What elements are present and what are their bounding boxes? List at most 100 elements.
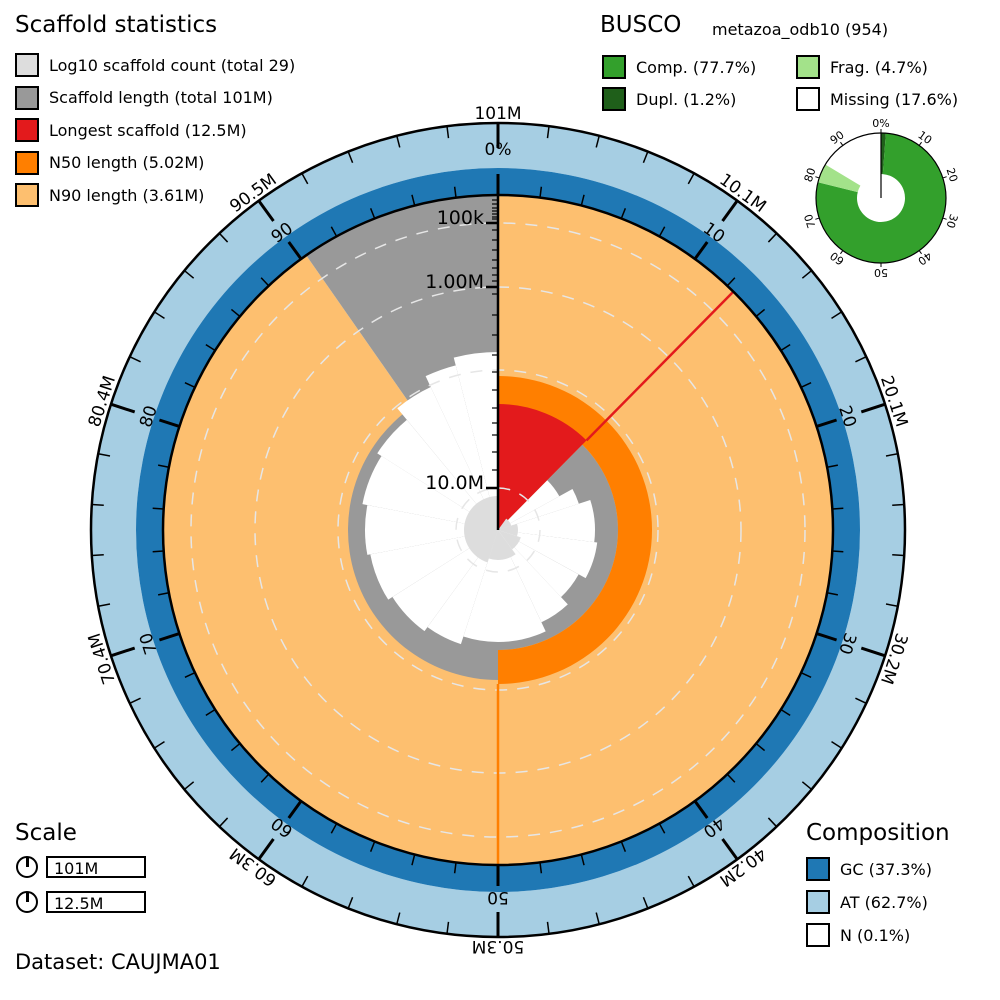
- scaffold-length-step: [397, 387, 498, 530]
- legend-label: Comp. (77.7%): [636, 57, 757, 77]
- composition-legend-item: GC (37.3%): [806, 857, 932, 881]
- scale-value: 101M: [46, 856, 146, 878]
- scale-item-total: 101M: [16, 856, 146, 878]
- length-tick: [153, 311, 165, 319]
- busco-tick-label: 70: [802, 212, 819, 229]
- busco-title: BUSCO: [600, 12, 682, 38]
- percent-tick: [152, 550, 164, 553]
- length-tick: [860, 646, 886, 658]
- scaffold-length-step: [370, 530, 498, 600]
- percent-tick: [287, 800, 303, 819]
- scaffold-stats-legend-item: N50 length (5.02M): [15, 150, 205, 175]
- scaffold-length-step: [498, 530, 546, 642]
- length-tick: [347, 151, 354, 164]
- percent-tick: [800, 382, 812, 389]
- legend-swatch: [15, 53, 39, 77]
- percent-tick: [260, 277, 270, 287]
- percent-tick: [205, 708, 216, 717]
- percent-tick: [780, 708, 791, 717]
- length-tick: [642, 896, 649, 909]
- busco-tick: [942, 176, 947, 179]
- length-tick: [396, 135, 401, 148]
- busco-complete-segment: [816, 133, 946, 263]
- longest-scaffold-line: [585, 290, 735, 442]
- length-tick-label: 50.3M: [472, 936, 525, 956]
- length-tick: [446, 126, 450, 139]
- legend-swatch: [15, 150, 39, 175]
- percent-tick-label: 50: [487, 887, 509, 907]
- scaffold-stats-legend-item: Longest scaffold (12.5M): [15, 118, 247, 142]
- composition-legend-item: AT (62.7%): [806, 890, 928, 914]
- percent-tick: [157, 592, 170, 596]
- legend-label: N50 length (5.02M): [49, 153, 205, 172]
- length-tick: [546, 126, 550, 139]
- percent-tick: [152, 507, 164, 510]
- length-tick: [257, 838, 275, 861]
- composition-title: Composition: [806, 820, 950, 846]
- busco-legend-item: Dupl. (1.2%): [602, 87, 736, 111]
- n50-sector: [498, 376, 652, 684]
- length-tick: [721, 838, 739, 861]
- percent-tick: [539, 862, 543, 874]
- busco-tick-label: 50: [874, 266, 888, 279]
- legend-swatch: [15, 118, 39, 142]
- radial-gridline: [455, 487, 541, 573]
- length-tick: [855, 697, 867, 704]
- legend-label: Missing (17.6%): [830, 89, 959, 109]
- percent-tick: [658, 823, 666, 834]
- busco-tick: [815, 176, 820, 179]
- legend-label: N90 length (3.61M): [49, 185, 205, 205]
- percent-tick: [826, 592, 839, 596]
- percent-tick: [816, 632, 838, 642]
- scale-title: Scale: [15, 820, 77, 846]
- length-tick: [855, 356, 867, 363]
- busco-tick-label: 80: [802, 166, 819, 183]
- percent-tick: [620, 841, 627, 852]
- percent-tick: [816, 418, 838, 428]
- percent-tick: [453, 186, 457, 198]
- scaffold-length-step: [498, 500, 595, 543]
- percent-tick: [658, 226, 666, 237]
- percent-tick: [369, 208, 376, 219]
- percent-tick: [453, 862, 457, 874]
- percent-tick: [184, 671, 196, 678]
- radial-axis-label: 10.0M: [425, 472, 484, 494]
- length-tick: [110, 402, 136, 414]
- busco-lineage: metazoa_odb10 (954): [712, 20, 889, 39]
- percent-tick: [287, 241, 303, 260]
- length-tick: [129, 697, 141, 704]
- scaffold-length-step: [365, 505, 498, 555]
- legend-label: Log10 scaffold count (total 29): [49, 55, 296, 75]
- length-tick: [546, 921, 550, 934]
- scaffold-length-step: [498, 480, 560, 530]
- busco-tick-label: 0%: [872, 117, 889, 130]
- percent-tick: [230, 308, 241, 318]
- percent-tick: [330, 226, 338, 237]
- length-tick: [110, 646, 136, 658]
- percent-tick: [260, 773, 270, 783]
- length-tick: [885, 452, 898, 457]
- percent-tick: [832, 507, 844, 510]
- scaffold-stats-legend-item: Log10 scaffold count (total 29): [15, 53, 295, 77]
- length-tick: [595, 135, 600, 148]
- length-tick: [721, 199, 739, 222]
- percent-tick: [539, 186, 543, 198]
- length-tick: [801, 781, 813, 791]
- busco-tick-label: 30: [944, 212, 961, 229]
- scaffold-count-step: [498, 523, 518, 537]
- scaffold-length-step: [498, 530, 598, 579]
- scaffold-length-step: [377, 419, 498, 530]
- busco-tick: [942, 217, 947, 220]
- at-ring: [91, 123, 498, 937]
- legend-swatch: [602, 55, 626, 79]
- percent-tick: [726, 773, 736, 783]
- length-tick: [153, 741, 165, 749]
- legend-swatch: [15, 183, 39, 207]
- dataset-label: Dataset: CAUJMA01: [15, 950, 221, 974]
- length-tick: [892, 503, 905, 506]
- scaffold-count-step: [488, 530, 516, 560]
- scaffold-length-step: [498, 530, 568, 623]
- scaffold-length-step: [425, 365, 498, 530]
- busco-tick: [840, 141, 844, 146]
- scaffold-length-step: [392, 530, 498, 632]
